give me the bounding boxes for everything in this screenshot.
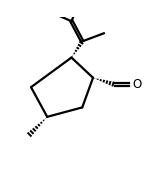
Text: O: O	[133, 78, 142, 91]
